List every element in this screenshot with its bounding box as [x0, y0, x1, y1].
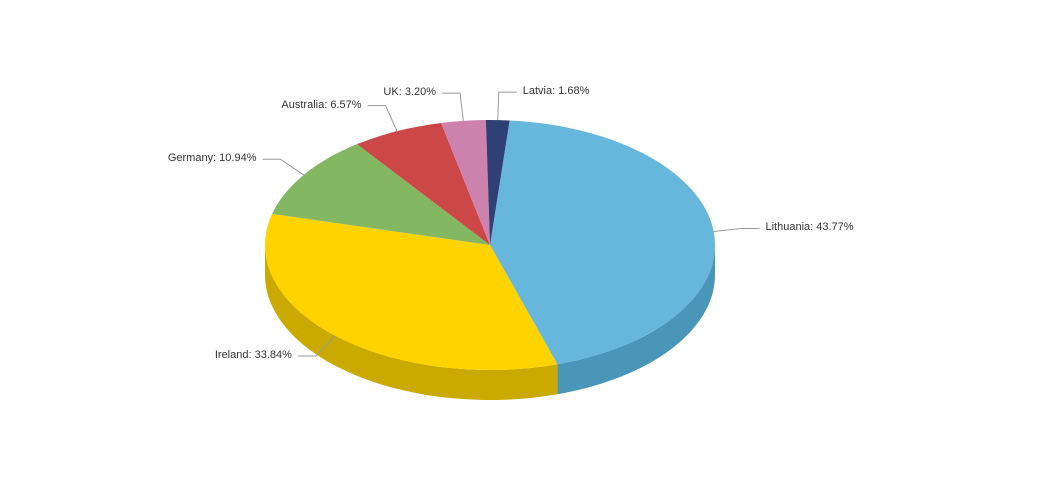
pie-chart-svg [0, 0, 1056, 500]
pie-slice-label: Lithuania: 43.77% [766, 221, 854, 233]
pie-slice-label: Australia: 6.57% [281, 99, 361, 111]
pie-slice-label: Germany: 10.94% [168, 152, 257, 164]
pie-chart: Lithuania: 43.77% Ireland: 33.84% Germany:… [0, 0, 1056, 500]
pie-slice-label: UK: 3.20% [383, 86, 436, 98]
pie-slice-label: Latvia: 1.68% [523, 85, 590, 97]
pie-slice-label: Ireland: 33.84% [215, 349, 292, 361]
